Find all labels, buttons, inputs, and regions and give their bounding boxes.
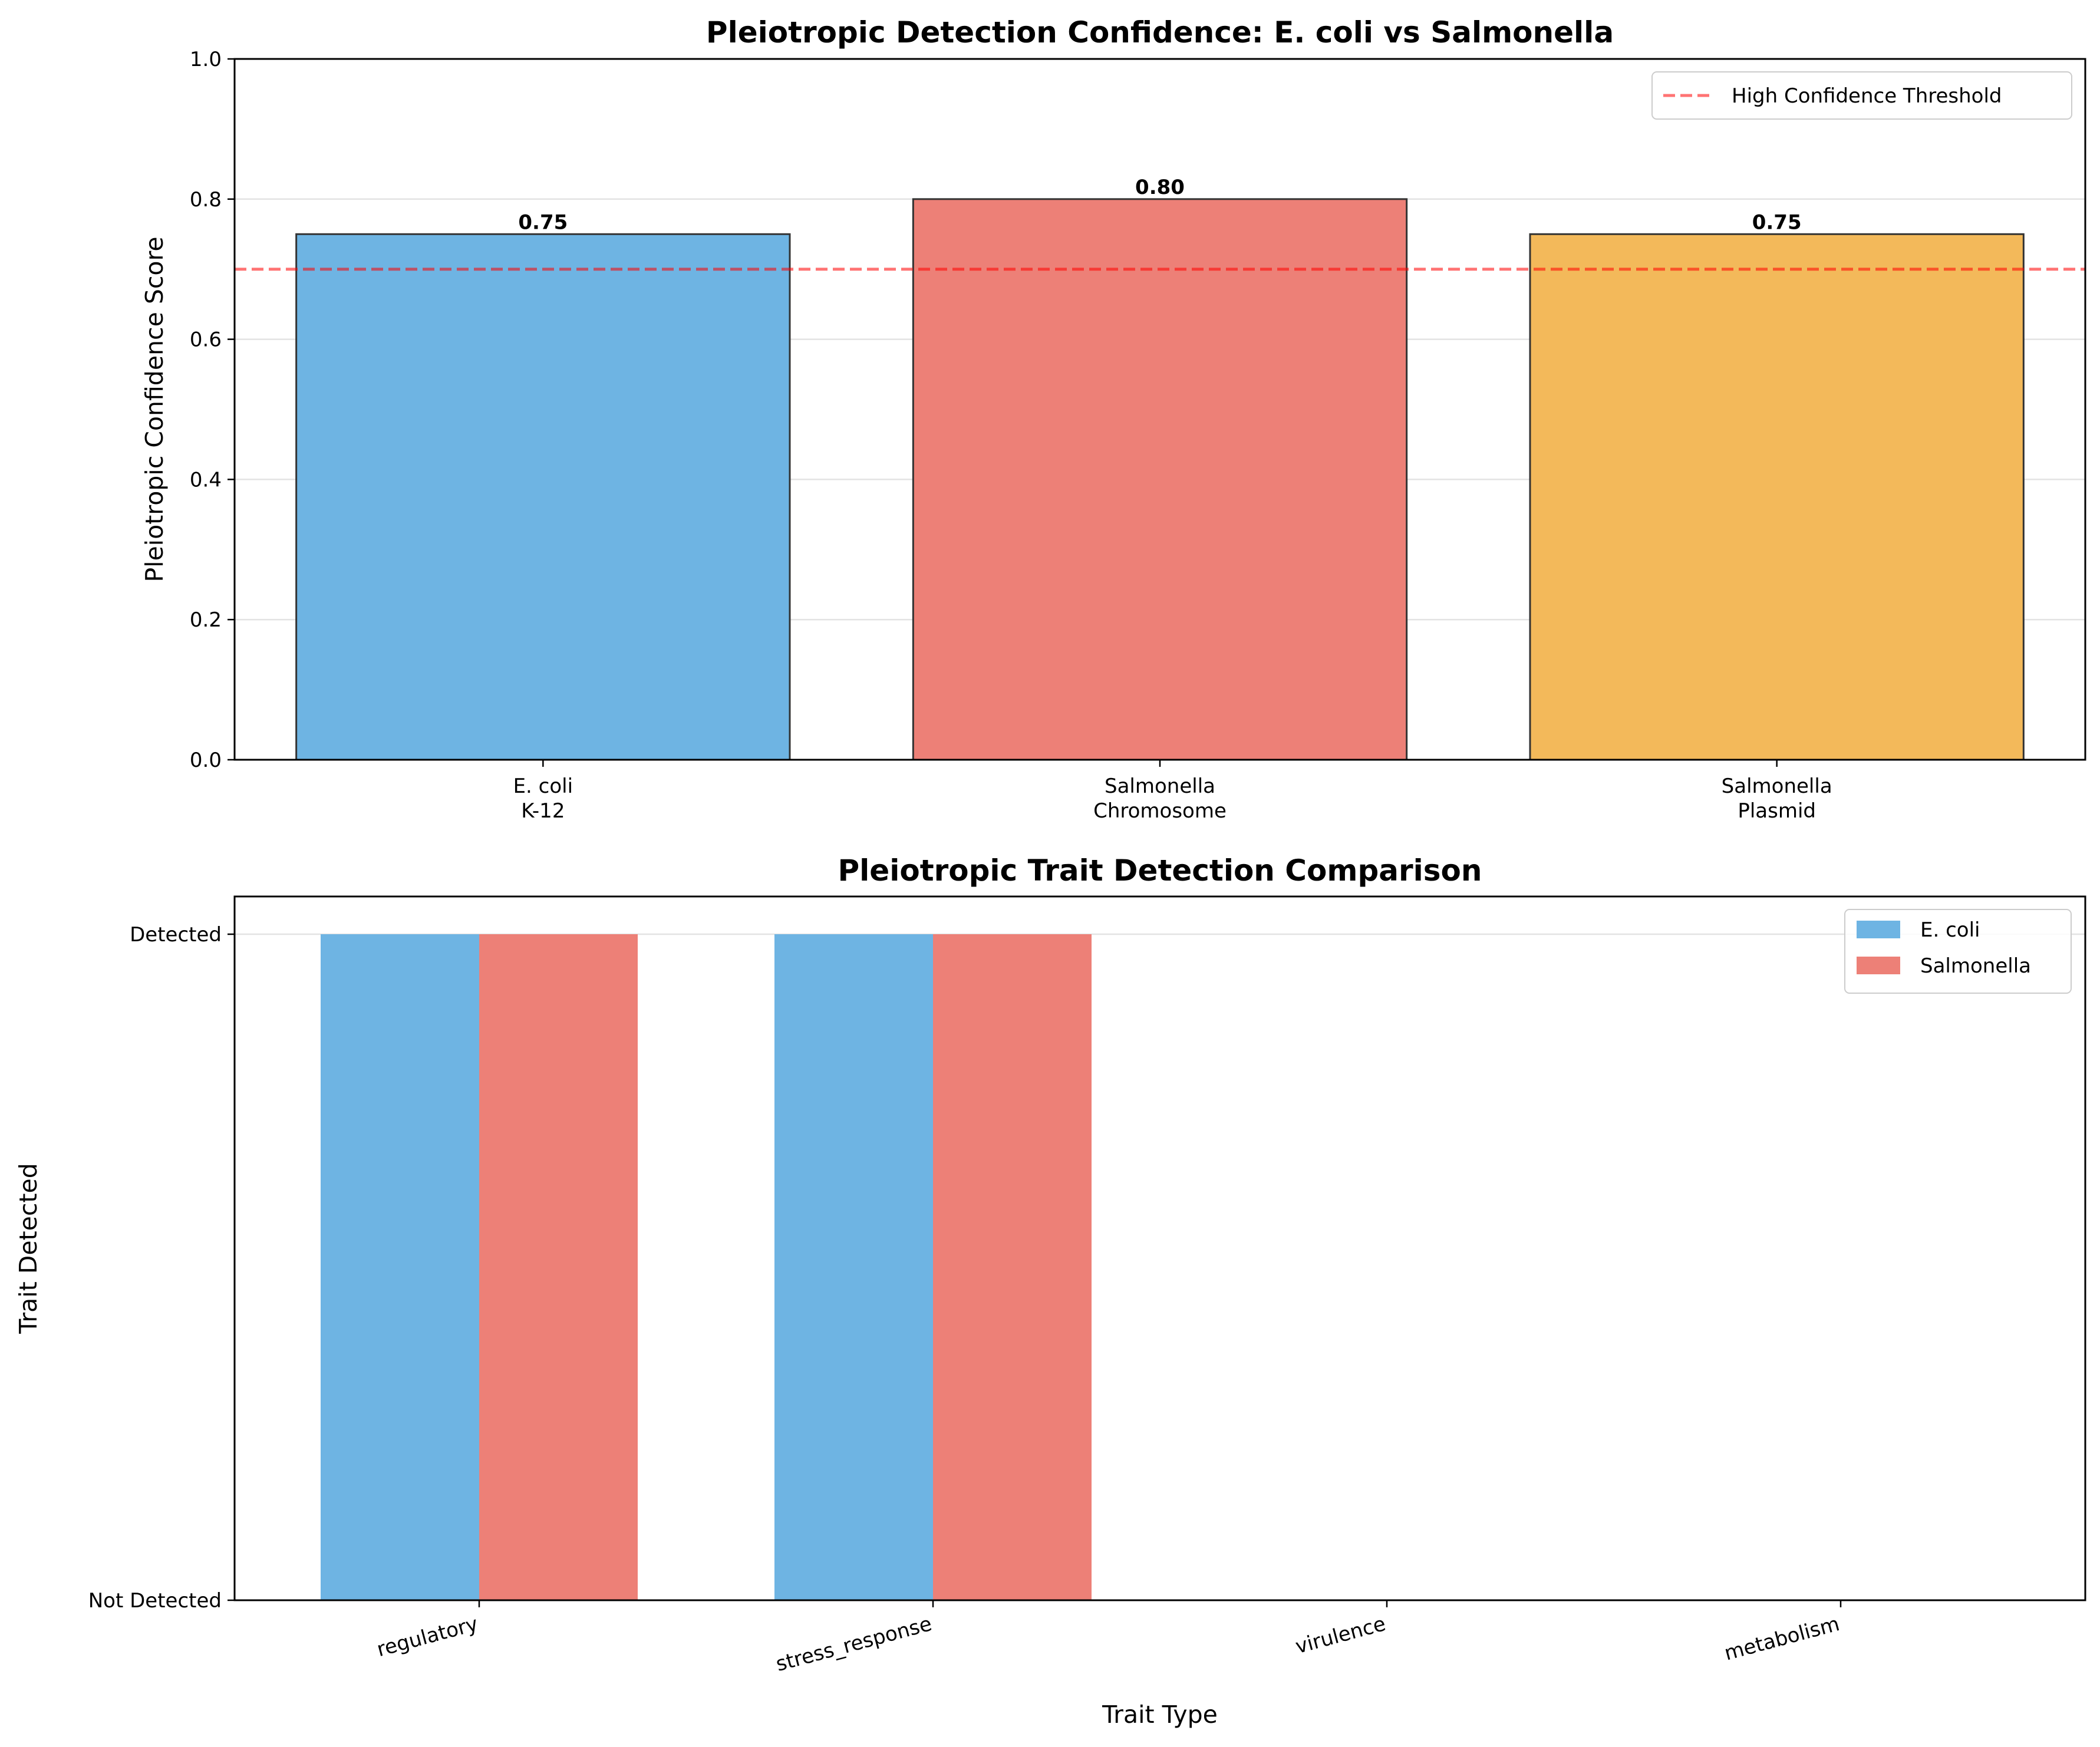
y-tick-label: 0.6 [190, 328, 222, 352]
top-bars [295, 198, 2025, 761]
bar [479, 934, 638, 1600]
bottom-chart-title: Pleiotropic Trait Detection Comparison [838, 853, 1482, 888]
value-label: 0.75 [518, 210, 568, 234]
bottom-axes-frame [233, 895, 2086, 1601]
trait-chart: Not Detected Detected regulatory stress_re… [14, 853, 2086, 1729]
legend-swatch [1857, 921, 1900, 938]
bar [912, 198, 1408, 761]
x-tick-label: K-12 [521, 799, 565, 823]
bar [321, 934, 479, 1600]
legend-label: E. coli [1920, 918, 1980, 942]
top-x-ticks: E. coliK-12SalmonellaChromosomeSalmonell… [513, 760, 1832, 823]
legend-threshold-label: High Confidence Threshold [1732, 84, 2002, 108]
x-tick-label: Plasmid [1738, 799, 1816, 823]
x-tick-label: virulence [1293, 1612, 1389, 1659]
top-legend: High Confidence Threshold [1651, 71, 2072, 120]
bar [774, 934, 933, 1600]
y-tick-label: Detected [130, 923, 222, 947]
x-tick-label: E. coli [513, 774, 573, 798]
x-tick-label: Chromosome [1093, 799, 1227, 823]
x-tick-label: Salmonella [1105, 774, 1215, 798]
top-chart-title: Pleiotropic Detection Confidence: E. col… [706, 15, 1614, 50]
bar [933, 934, 1092, 1600]
legend-label: Salmonella [1920, 954, 2031, 978]
value-label: 0.80 [1135, 176, 1185, 199]
bottom-y-ticks: Not Detected Detected [88, 923, 235, 1613]
x-tick-label: metabolism [1722, 1612, 1842, 1665]
top-y-axis-label: Pleiotropic Confidence Score [140, 236, 169, 582]
y-tick-label: 0.2 [190, 608, 222, 632]
bottom-bars [321, 934, 1092, 1600]
bar [1529, 233, 2025, 761]
bar [295, 233, 791, 761]
x-tick-label: Salmonella [1722, 774, 1832, 798]
bottom-legend: E. coli Salmonella [1844, 909, 2072, 994]
x-tick-label: regulatory [374, 1612, 480, 1662]
legend-box [1844, 909, 2072, 994]
bottom-x-axis-label: Trait Type [1102, 1700, 1218, 1729]
y-tick-label: 0.8 [190, 188, 222, 212]
y-tick-label: 0.0 [190, 749, 222, 772]
y-tick-label: 0.4 [190, 468, 222, 492]
top-value-labels: 0.75 0.80 0.75 [518, 176, 1801, 234]
bottom-y-axis-label: Trait Detected [14, 1163, 42, 1334]
legend-swatch [1857, 957, 1900, 974]
y-tick-label: 1.0 [190, 48, 222, 71]
top-y-ticks: 0.0 0.2 0.4 0.6 0.8 1.0 [190, 48, 235, 772]
value-label: 0.75 [1752, 210, 1802, 234]
x-tick-label: stress_response [773, 1612, 934, 1676]
y-tick-label: Not Detected [88, 1589, 222, 1613]
legend-box [1651, 71, 2072, 120]
bottom-x-ticks: regulatory stress_response virulence metabo… [374, 1600, 1842, 1676]
